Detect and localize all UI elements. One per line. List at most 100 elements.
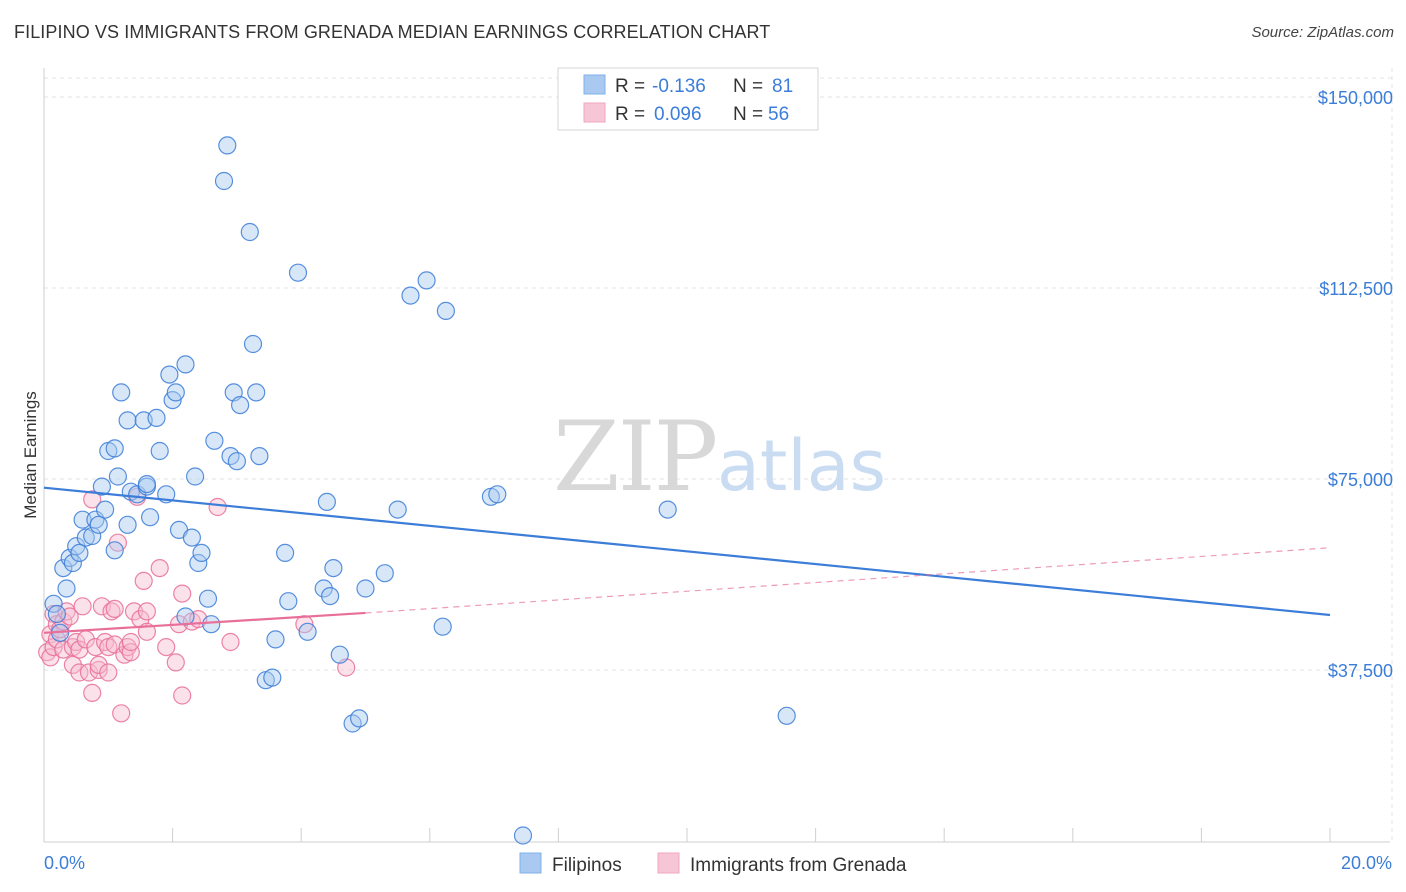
filipino-point-59 [279, 592, 298, 611]
filipino-point-40 [189, 553, 208, 573]
grenada-point-46 [166, 653, 185, 672]
filipino-point-8 [70, 543, 89, 563]
filipino-point-79 [658, 500, 677, 519]
grenada-point-41 [134, 571, 153, 591]
filipino-point-37 [176, 355, 195, 374]
y-tick-label-1: $75,000 [1328, 470, 1393, 490]
legend-n-value-filipinos: 81 [772, 76, 793, 97]
grenada-point-15 [70, 640, 89, 659]
filipino-point-58 [276, 543, 295, 563]
filipino-point-52 [243, 334, 263, 354]
axes [43, 68, 1390, 843]
filipino-point-44 [205, 431, 224, 450]
legend-swatch-grenada [583, 102, 606, 123]
filipino-point-50 [231, 396, 250, 415]
filipino-point-5 [60, 548, 79, 568]
filipino-point-56 [263, 668, 282, 687]
grenada-point-52 [208, 497, 227, 517]
filipino-point-60 [288, 263, 308, 282]
filipino-point-66 [330, 645, 349, 664]
grenada-point-45 [157, 637, 176, 657]
y-axis-label: Median Earnings [21, 391, 40, 519]
watermark-atlas: atlas [717, 425, 886, 507]
filipino-point-27 [137, 475, 156, 494]
filipino-point-75 [436, 301, 455, 320]
filipino-point-32 [160, 365, 179, 384]
grenada-point-33 [112, 704, 131, 723]
x-axis-ticks [43, 828, 1331, 842]
filipino-point-18 [105, 541, 124, 560]
legend-n-value-grenada: 56 [768, 104, 789, 125]
grenada-point-31 [105, 599, 124, 619]
filipino-point-70 [375, 564, 394, 583]
filipino-point-64 [321, 586, 340, 606]
grenada-trend-extension [365, 547, 1331, 614]
filipino-point-73 [417, 271, 436, 290]
filipino-point-54 [250, 447, 269, 466]
filipino-point-51 [240, 222, 259, 242]
source-credit: Source: ZipAtlas.com [1251, 24, 1394, 41]
watermark-zip: ZIP [553, 401, 716, 513]
filipino-point-36 [176, 607, 195, 626]
filipino-trend-line [43, 486, 1331, 617]
filipino-point-13 [89, 515, 108, 534]
grenada-point-44 [150, 558, 169, 578]
grenada-point-49 [173, 686, 192, 705]
grenada-point-37 [121, 632, 140, 652]
filipino-point-19 [108, 467, 128, 486]
filipino-point-74 [433, 617, 452, 636]
x-tick-label-min: 0.0% [44, 853, 85, 873]
legend-r-label-grenada: R = [615, 104, 645, 125]
filipino-point-71 [388, 500, 407, 519]
filipino-point-41 [192, 543, 211, 563]
legend-r-value-filipinos: -0.136 [652, 76, 706, 97]
trend-lines [43, 486, 1331, 634]
filipino-point-42 [198, 589, 218, 608]
filipino-point-1 [47, 604, 67, 624]
grenada-point-21 [83, 683, 102, 703]
y-tick-label-2: $112,500 [1319, 279, 1393, 299]
bottom-legend-swatch-filipinos [519, 852, 542, 874]
filipino-point-77 [488, 485, 507, 504]
filipino-point-17 [105, 439, 124, 458]
x-tick-label-max: 20.0% [1341, 853, 1392, 873]
filipino-point-14 [92, 477, 112, 496]
filipino-point-21 [118, 515, 137, 534]
filipino-point-65 [324, 558, 343, 578]
grenada-point-17 [73, 597, 92, 616]
filipino-point-29 [147, 408, 166, 427]
chart-title: FILIPINO VS IMMIGRANTS FROM GRENADA MEDI… [14, 22, 771, 42]
bottom-legend-swatch-grenada [657, 852, 680, 874]
filipino-point-38 [182, 528, 201, 547]
grenada-point-53 [221, 632, 240, 652]
filipino-point-9 [73, 510, 92, 529]
grenada-trend-line [43, 611, 366, 634]
grenada-point-29 [102, 602, 121, 621]
legend-swatch-filipinos [583, 74, 606, 95]
filipino-point-34 [166, 383, 185, 402]
grenada-point-24 [89, 655, 108, 675]
filipino-point-69 [356, 579, 375, 598]
filipino-points [44, 136, 796, 845]
watermark: ZIP atlas [553, 401, 886, 513]
filipino-point-68 [350, 709, 369, 728]
filipino-point-78 [513, 826, 533, 845]
filipino-point-57 [266, 630, 285, 649]
grenada-point-28 [99, 663, 118, 682]
y-tick-label-0: $37,500 [1328, 661, 1393, 681]
filipino-point-10 [76, 528, 95, 547]
legend-box: R = -0.136 N = 81 R = 0.096 N = 56 [557, 67, 819, 131]
grenada-point-36 [121, 643, 140, 662]
filipino-point-45 [214, 171, 234, 191]
legend-r-label-filipinos: R = [615, 76, 645, 97]
filipino-point-39 [186, 467, 205, 486]
filipino-point-4 [57, 579, 76, 598]
filipino-point-20 [112, 383, 131, 402]
filipino-point-15 [95, 500, 115, 519]
filipino-point-28 [141, 508, 160, 527]
legend-n-label-grenada: N = [733, 104, 763, 125]
filipino-point-46 [218, 136, 237, 155]
grenada-point-13 [63, 655, 83, 675]
bottom-legend-label-grenada: Immigrants from Grenada [690, 855, 907, 876]
